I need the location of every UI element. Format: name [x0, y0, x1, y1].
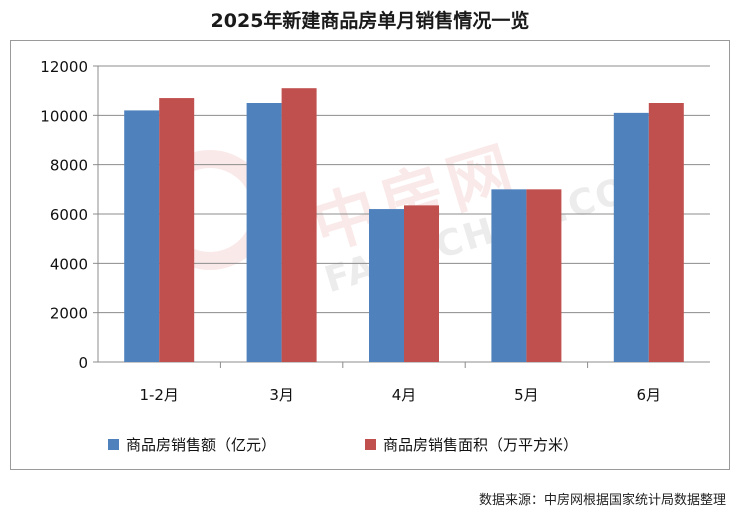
bar-1 [124, 110, 160, 363]
x-tick-label: 4月 [392, 386, 417, 404]
y-tick-label: 10000 [40, 107, 88, 125]
bar-2 [281, 88, 317, 362]
bar-1 [613, 112, 649, 362]
bar-2 [159, 98, 195, 363]
legend-label: 商品房销售额（亿元） [126, 436, 276, 454]
y-tick-label: 0 [78, 354, 88, 372]
bar-2 [526, 189, 562, 362]
chart-frame [10, 40, 730, 470]
bar-2 [404, 205, 439, 362]
legend-swatch [365, 439, 376, 450]
chart-title: 2025年新建商品房单月销售情况一览 [210, 10, 530, 32]
x-tick-label: 1-2月 [139, 386, 179, 404]
bar-1 [491, 189, 527, 362]
data-source-note: 数据来源：中房网根据国家统计局数据整理 [478, 493, 726, 508]
y-tick-label: 2000 [50, 305, 88, 323]
legend-label: 商品房销售面积（万平方米） [383, 436, 578, 454]
y-tick-label: 12000 [40, 58, 88, 76]
y-tick-label: 4000 [50, 255, 88, 273]
x-tick-label: 5月 [514, 386, 539, 404]
x-tick-label: 6月 [637, 386, 662, 404]
bar-2 [648, 103, 684, 362]
x-tick-label: 3月 [269, 386, 294, 404]
y-tick-label: 8000 [50, 157, 88, 175]
bar-1 [246, 103, 282, 362]
y-tick-label: 6000 [50, 206, 88, 224]
legend-swatch [108, 439, 119, 450]
bar-1 [369, 209, 404, 362]
